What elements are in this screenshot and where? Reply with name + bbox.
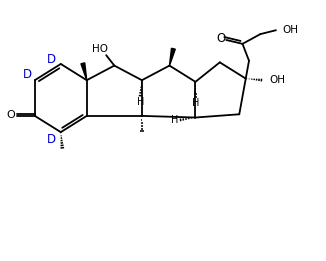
Polygon shape [81,63,87,80]
Text: OH: OH [269,75,285,85]
Polygon shape [170,48,175,66]
Text: OH: OH [282,25,298,34]
Text: H: H [171,115,178,125]
Text: H: H [192,98,199,108]
Text: D: D [47,53,56,66]
Text: D: D [23,68,32,81]
Text: O: O [7,110,16,120]
Text: H: H [137,97,144,106]
Text: HO: HO [92,44,108,54]
Text: D: D [47,133,56,146]
Text: O: O [216,32,225,45]
